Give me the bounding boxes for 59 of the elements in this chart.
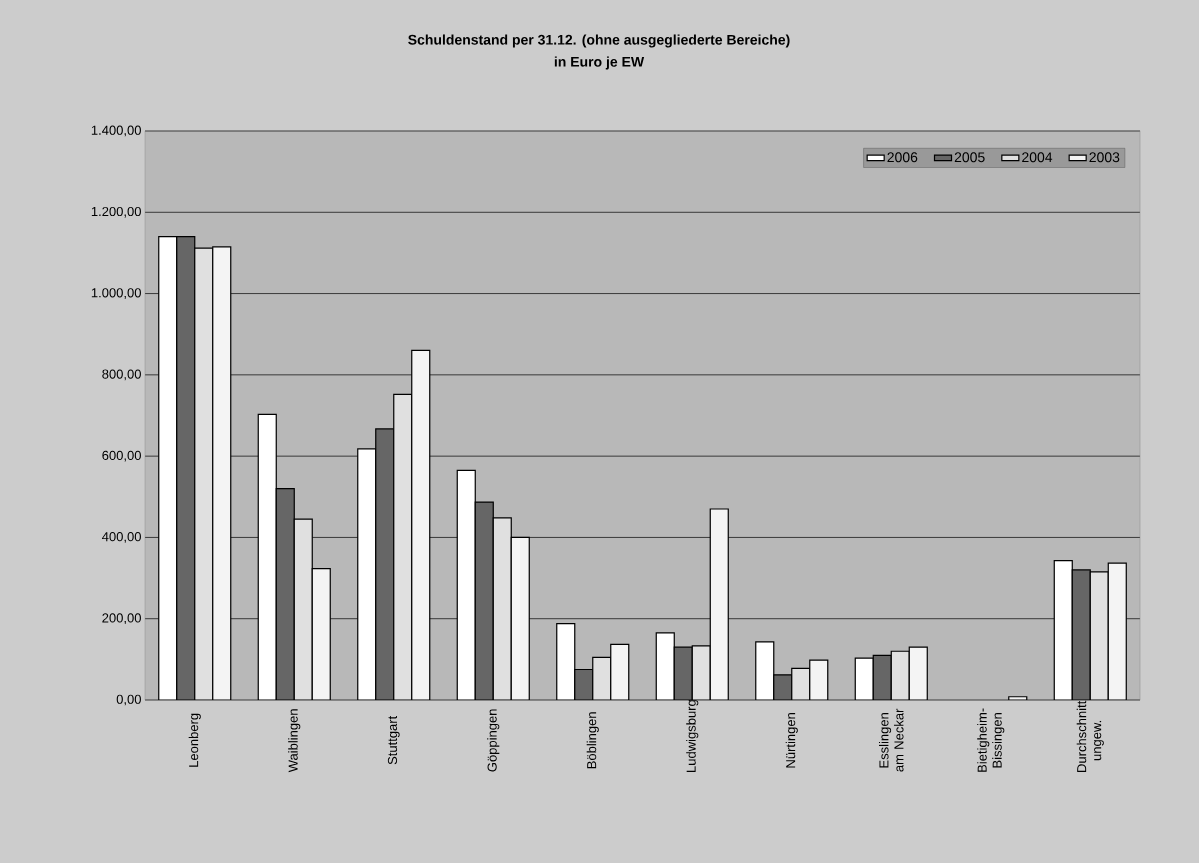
y-tick-label: 800,00 [102,369,141,381]
bar [294,519,313,700]
bar [375,428,394,700]
y-tick-label: 1.000,00 [91,288,141,299]
bar [393,394,412,700]
y-tick-label: 1.200,00 [91,206,141,218]
legend-label: 2003 [1089,152,1120,163]
legend-label: 2006 [887,152,918,163]
legend-label: 2004 [1022,152,1053,163]
x-tick-label: Leonberg [188,713,201,767]
bar [574,669,593,700]
legend-label: 2005 [954,152,985,163]
y-tick-label: 200,00 [102,613,141,625]
x-tick-label: Göppingen [487,709,500,772]
x-tick-label: Böblingen [586,712,599,769]
bar [411,350,430,700]
x-tick-label: Ludwigsburg [686,700,699,772]
bar [809,660,828,700]
bar [755,641,774,700]
x-tick-label: Stuttgart [387,715,400,765]
bar [674,647,693,700]
x-tick-label: Waiblingen [288,709,301,773]
bar [276,488,295,700]
bar [493,517,512,700]
bar [357,448,376,700]
x-tick-label: Nürtingen [785,713,798,768]
chart-title: Schuldenstand per 31.12. (ohne ausgegliederte Bereiche) [408,34,790,48]
bar [1107,562,1127,700]
bar [1071,569,1091,700]
bar [1089,571,1109,700]
bar [1053,559,1073,700]
x-tick-label: Bietigheim-Bissingen [977,708,1005,772]
bar [212,246,231,700]
bar [556,623,575,700]
y-tick-label: 400,00 [102,532,141,543]
y-tick-label: 600,00 [102,450,141,462]
chart-subtitle: in Euro je EW [554,56,645,70]
bar [511,537,530,700]
bar [475,502,494,700]
bar [610,644,629,700]
bar [194,248,213,700]
bar [873,655,892,700]
y-tick-label: 1.400,00 [91,125,141,137]
y-tick-label: 0,00 [116,694,141,706]
bar [891,651,910,700]
bar [312,568,331,700]
bar [692,645,711,700]
bar [656,632,675,700]
bar [773,674,792,700]
bar [457,470,476,700]
x-tick-label: Esslingen am Neckar [878,708,904,772]
bar [710,508,729,700]
bar [158,236,177,700]
bar [855,658,874,700]
x-tick-label: Durchschnitt ungew. [1076,700,1104,772]
bar [258,414,277,700]
bar [909,647,928,700]
bar [176,236,195,700]
bar [592,657,611,700]
